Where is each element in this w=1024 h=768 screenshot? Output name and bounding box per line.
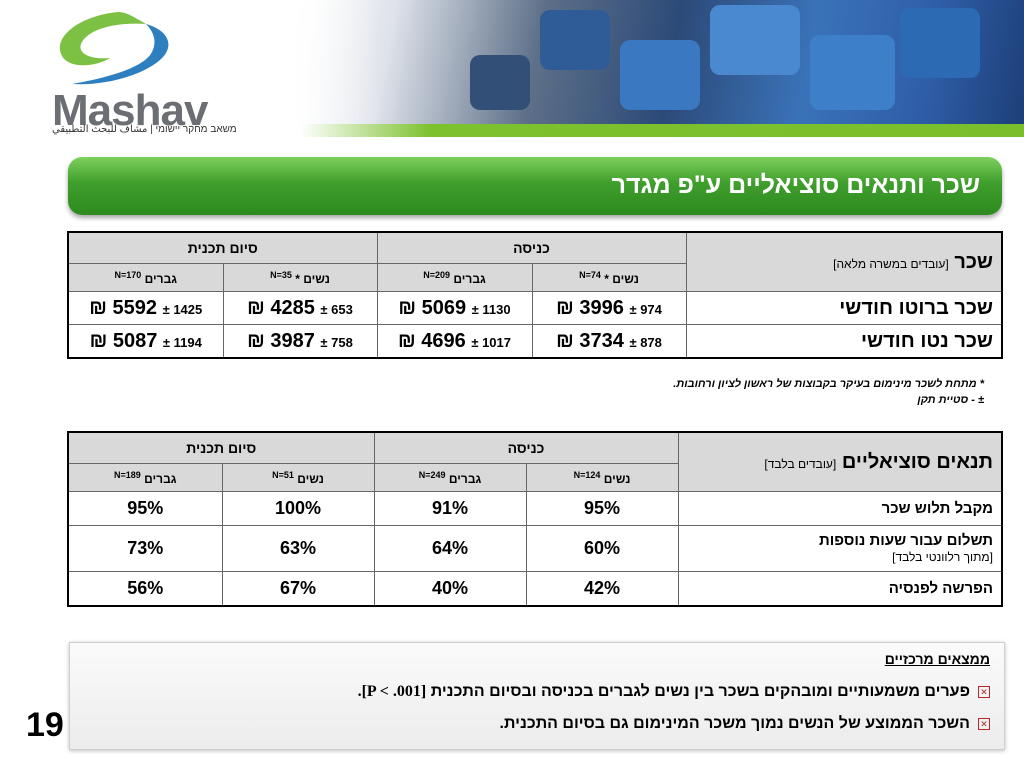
group-header-entry: כניסה [376,231,687,264]
subheader-women-entry: נשים N=124 [525,463,679,492]
salary-corner-header: שכר [עובדים במשרה מלאה] [685,231,1003,292]
subheader-men-entry: גברים N=209 [376,263,533,292]
table-row: תשלום עבור שעות נוספות [מתוך רלוונטי בלב… [67,525,1003,572]
table-notes: * מתחת לשכר מינימום בעיקר בקבוצות של ראש… [673,376,984,408]
cell-value: 100% [221,491,375,526]
row-label-payslip: מקבל תלוש שכר [677,491,1003,526]
cell-value: 758 ± 3987 ₪ [222,324,378,359]
group-header-end: סיום תכנית [67,231,378,264]
salary-table: שכר [עובדים במשרה מלאה] כניסה סיום תכנית… [67,231,1004,359]
subheader-women-end: נשים * N=35 [222,263,378,292]
checkbox-bullet-icon: ✕ [978,718,990,730]
finding-item: ✕ פערים משמעותיים ומובהקים בשכר בין נשים… [358,683,990,701]
cell-value: 653 ± 4285 ₪ [222,291,378,325]
cell-value: 1194 ± 5087 ₪ [67,324,224,359]
group-header-end: סיום תכנית [67,431,375,464]
cell-value: 95% [67,491,223,526]
header-banner: Mashav משאב מחקר יישומי | مشاف للبحث الت… [0,0,1024,138]
cell-value: 40% [373,571,527,607]
logo-swoosh-icon [59,12,169,85]
cell-value: 63% [221,525,375,572]
checkbox-bullet-icon: ✕ [978,686,990,698]
logo-tagline: משאב מחקר יישומי | مشاف للبحث التطبيقي [52,124,237,135]
table-row: הפרשה לפנסיה 42% 40% 67% 56% [67,571,1003,607]
cell-value: 974 ± 3996 ₪ [531,291,687,325]
cell-value: 1017 ± 4696 ₪ [376,324,533,359]
logo-wordmark: Mashav [52,86,208,135]
cell-value: 91% [373,491,527,526]
row-label-gross: שכר ברוטו חודשי [685,291,1003,325]
subheader-women-entry: נשים * N=74 [531,263,687,292]
table-row: שכר ברוטו חודשי 974 ± 3996 ₪ 1130 ± 5069… [67,291,1003,325]
subheader-women-end: נשים N=51 [221,463,375,492]
page-number: 19 [26,706,64,744]
social-conditions-table: תנאים סוציאליים [עובדים בלבד] כניסה סיום… [67,431,1004,607]
finding-item: ✕ השכר הממוצע של הנשים נמוך משכר המינימו… [500,715,990,733]
social-corner-header: תנאים סוציאליים [עובדים בלבד] [677,431,1003,492]
puzzle-image [290,0,1024,124]
group-header-entry: כניסה [373,431,679,464]
title-bar: שכר ותנאים סוציאליים ע"פ מגדר [68,157,1002,215]
green-stripe [300,124,1024,137]
note-std-dev: ± - סטיית תקן [917,394,984,406]
cell-value: 67% [221,571,375,607]
cell-value: 1130 ± 5069 ₪ [376,291,533,325]
subheader-men-entry: גברים N=249 [373,463,527,492]
table-row: מקבל תלוש שכר 95% 91% 100% 95% [67,491,1003,526]
note-minimum-wage: * מתחת לשכר מינימום בעיקר בקבוצות של ראש… [673,378,984,390]
row-label-net: שכר נטו חודשי [685,324,1003,359]
findings-title: ממצאים מרכזיים [884,651,990,667]
cell-value: 64% [373,525,527,572]
cell-value: 42% [525,571,679,607]
subheader-men-end: גברים N=170 [67,263,224,292]
key-findings-box: ממצאים מרכזיים ✕ פערים משמעותיים ומובהקי… [69,642,1005,750]
table-row: שכר נטו חודשי 878 ± 3734 ₪ 1017 ± 4696 ₪… [67,324,1003,359]
subheader-men-end: גברים N=189 [67,463,223,492]
page-title: שכר ותנאים סוציאליים ע"פ מגדר [611,171,980,199]
cell-value: 1425 ± 5592 ₪ [67,291,224,325]
row-label-pension: הפרשה לפנסיה [677,571,1003,607]
row-label-overtime: תשלום עבור שעות נוספות [מתוך רלוונטי בלב… [677,525,1003,572]
cell-value: 95% [525,491,679,526]
cell-value: 60% [525,525,679,572]
cell-value: 73% [67,525,223,572]
cell-value: 56% [67,571,223,607]
cell-value: 878 ± 3734 ₪ [531,324,687,359]
